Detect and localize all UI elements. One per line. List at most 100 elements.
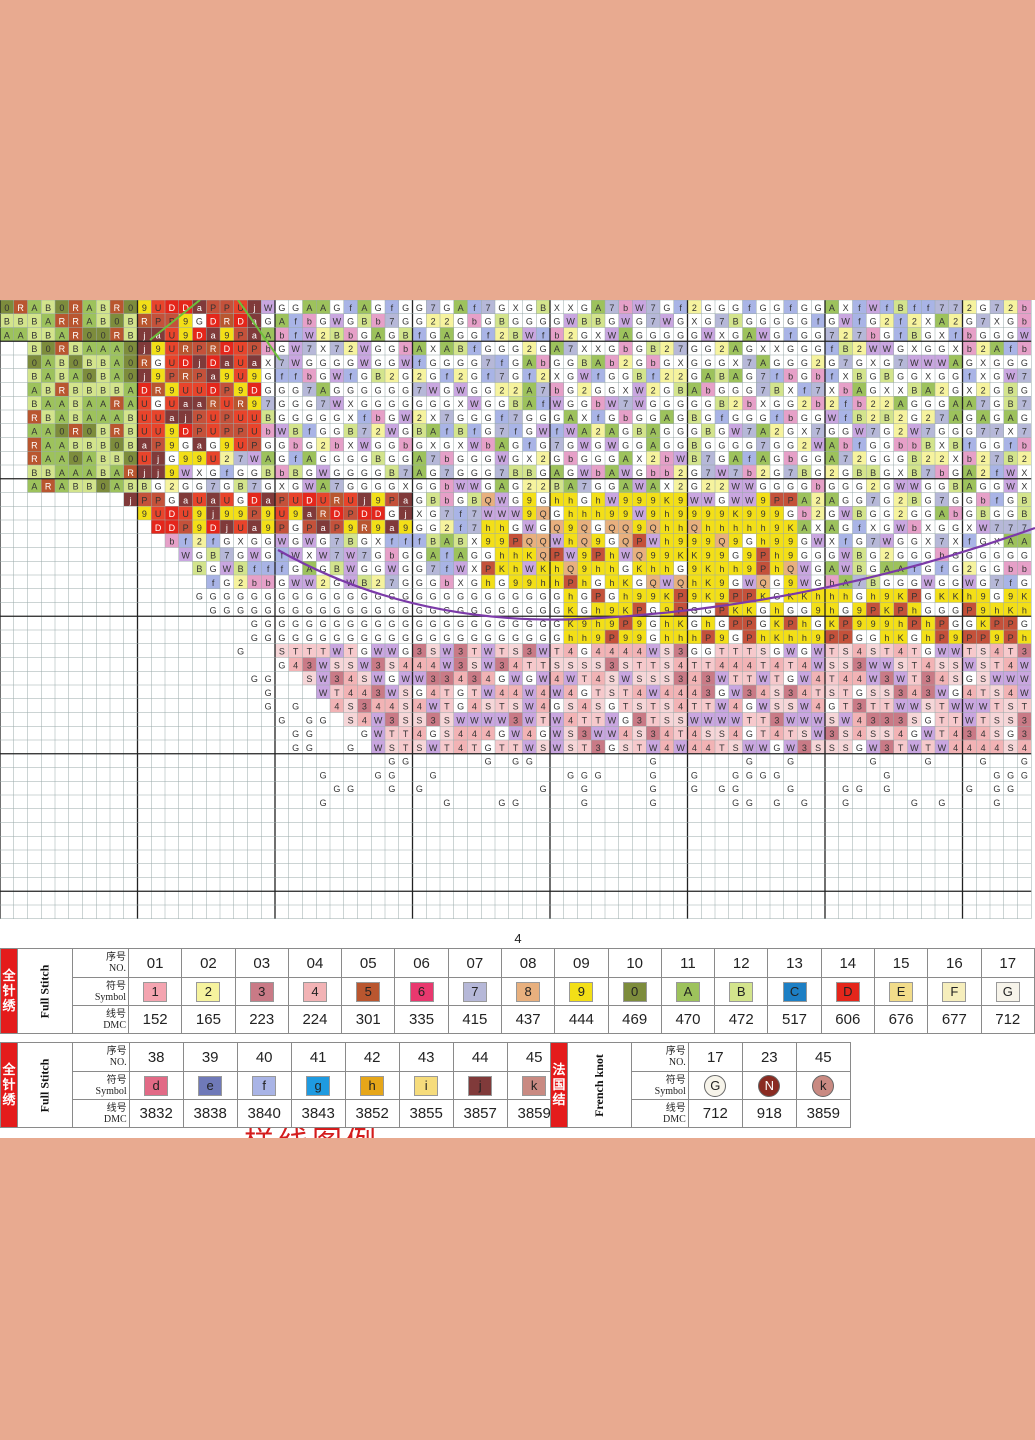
stitch-symbol: S: [444, 715, 450, 725]
legend-swatch-N: N: [758, 1074, 781, 1097]
stitch-cell: [412, 533, 427, 548]
stitch-symbol: 9: [816, 633, 821, 643]
stitch-symbol: b: [472, 317, 477, 327]
stitch-symbol: G: [292, 702, 299, 712]
stitch-symbol: G: [718, 303, 725, 313]
stitch-cell: [935, 313, 949, 328]
stitch-cell: [371, 451, 385, 465]
legend-no-01: 01: [127, 948, 183, 978]
stitch-cell: [577, 478, 592, 493]
stitch-cell: [673, 520, 688, 534]
stitch-symbol: h: [733, 523, 738, 533]
stitch-symbol: G: [223, 592, 230, 602]
stitch-symbol: G: [320, 798, 327, 808]
stitch-symbol: S: [843, 729, 849, 739]
stitch-symbol: G: [430, 633, 437, 643]
stitch-symbol: G: [361, 633, 368, 643]
stitch-cell: [756, 437, 770, 452]
stitch-cell: [976, 465, 990, 479]
side-label-en: Full Stitch: [37, 1058, 52, 1113]
stitch-symbol: S: [980, 660, 986, 670]
stitch-cell: [453, 341, 468, 355]
stitch-cell: [838, 451, 853, 465]
legend-no-17: 17: [687, 1042, 743, 1072]
stitch-symbol: X: [1021, 482, 1027, 492]
stitch-symbol: X: [581, 344, 587, 354]
stitch-symbol: 9: [582, 619, 587, 629]
stitch-symbol: 7: [939, 413, 944, 423]
stitch-symbol: f: [281, 550, 284, 560]
stitch-cell: [687, 533, 702, 548]
stitch-symbol: G: [773, 317, 780, 327]
stitch-symbol: G: [237, 468, 244, 478]
stitch-cell: [398, 437, 413, 452]
stitch-cell: [990, 465, 1004, 479]
stitch-cell: [426, 423, 440, 438]
stitch-symbol: 7: [788, 468, 793, 478]
stitch-cell: [605, 355, 619, 369]
stitch-symbol: 9: [678, 537, 683, 547]
stitch-symbol: 9: [981, 605, 986, 615]
stitch-cell: [412, 341, 427, 355]
stitch-symbol: G: [691, 468, 698, 478]
stitch-symbol: G: [993, 440, 1000, 450]
stitch-symbol: A: [760, 454, 766, 464]
stitch-symbol: S: [568, 729, 574, 739]
stitch-cell: [302, 520, 317, 534]
stitch-symbol: W: [924, 729, 933, 739]
stitch-symbol: S: [774, 702, 780, 712]
stitch-symbol: T: [527, 660, 533, 670]
stitch-symbol: G: [650, 330, 657, 340]
stitch-symbol: 2: [651, 454, 656, 464]
stitch-cell: [27, 396, 42, 410]
stitch-cell: [852, 382, 867, 397]
stitch-cell: [357, 341, 372, 355]
stitch-cell: [550, 533, 564, 548]
stitch-symbol: A: [499, 440, 505, 450]
stitch-cell: [206, 341, 220, 355]
stitch-symbol: P: [733, 619, 739, 629]
stitch-symbol: G: [512, 440, 519, 450]
stitch-symbol: G: [237, 592, 244, 602]
stitch-cell: [68, 313, 83, 328]
stitch-cell: [27, 451, 42, 465]
stitch-symbol: K: [884, 605, 890, 615]
stitch-cell: [123, 355, 138, 369]
stitch-symbol: S: [733, 743, 739, 753]
stitch-cell: [632, 478, 647, 493]
stitch-cell: [288, 506, 303, 520]
stitch-symbol: 4: [843, 674, 848, 684]
stitch-symbol: 4: [486, 729, 491, 739]
stitch-symbol: B: [458, 537, 464, 547]
stitch-cell: [605, 396, 619, 410]
stitch-symbol: 3: [334, 674, 339, 684]
stitch-symbol: T: [444, 702, 450, 712]
stitch-symbol: 3: [678, 647, 683, 657]
stitch-symbol: W: [896, 674, 905, 684]
stitch-symbol: X: [843, 303, 849, 313]
stitch-symbol: f: [212, 537, 215, 547]
stitch-cell: [343, 520, 358, 534]
stitch-symbol: W: [498, 509, 507, 519]
stitch-symbol: h: [486, 523, 491, 533]
stitch-symbol: G: [375, 344, 382, 354]
stitch-symbol: B: [856, 550, 862, 560]
stitch-cell: [481, 506, 495, 520]
stitch-cell: [220, 437, 234, 452]
stitch-symbol: 7: [706, 468, 711, 478]
stitch-symbol: 4: [692, 743, 697, 753]
stitch-symbol: f: [349, 372, 352, 382]
stitch-symbol: f: [404, 537, 407, 547]
stitch-symbol: K: [774, 619, 780, 629]
stitch-symbol: f: [1009, 344, 1012, 354]
stitch-symbol: W: [553, 743, 562, 753]
stitch-symbol: W: [374, 743, 383, 753]
stitch-symbol: G: [732, 633, 739, 643]
stitch-symbol: B: [210, 550, 216, 560]
stitch-symbol: X: [458, 440, 464, 450]
stitch-cell: [137, 423, 152, 438]
stitch-cell: [825, 451, 839, 465]
stitch-cell: [522, 465, 537, 479]
stitch-symbol: 9: [266, 523, 271, 533]
stitch-cell: [591, 410, 605, 424]
